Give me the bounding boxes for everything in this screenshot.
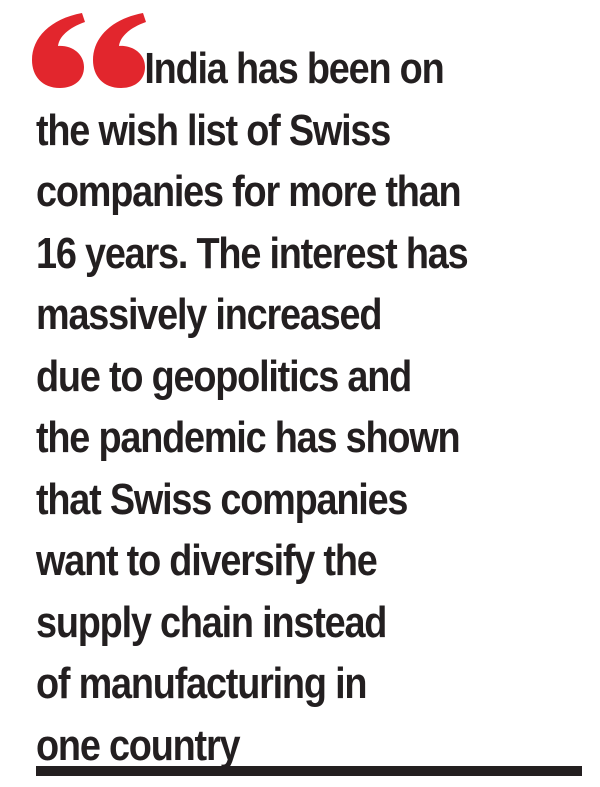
quote-line: massively increased — [36, 290, 382, 339]
quote-line: India has been on — [144, 44, 444, 93]
quotation-mark-icon — [32, 13, 146, 88]
quote-line: want to diversify the — [36, 536, 378, 585]
quote-line: due to geopolitics and — [36, 351, 412, 401]
quote-line: supply chain instead — [36, 597, 387, 647]
quote-line: one country — [36, 720, 241, 770]
quote-line: companies for more than — [36, 167, 462, 216]
quote-line: that Swiss companies — [36, 474, 408, 524]
quote-line: 16 years. The interest has — [36, 228, 469, 278]
quote-line: of manufacturing in — [36, 659, 367, 708]
quote-text: India has been on the wish list of Swiss… — [36, 38, 592, 776]
bottom-divider — [36, 766, 582, 776]
quote-line: the wish list of Swiss — [36, 105, 391, 155]
quote-line: the pandemic has shown — [36, 413, 461, 462]
